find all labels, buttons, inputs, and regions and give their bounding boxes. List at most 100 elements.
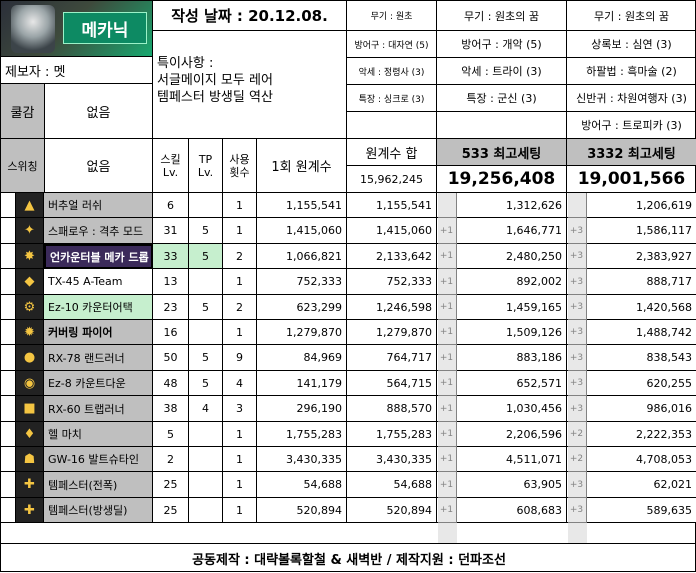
- row-gutter: [1, 244, 16, 269]
- cell-lv: 48: [153, 371, 189, 396]
- set533-total: 19,256,408: [437, 166, 567, 193]
- cell-v1: 1,030,456: [457, 396, 567, 422]
- cell-v1: 1,509,126: [457, 320, 567, 345]
- gear-1-accessory: 악세 : 정령사 (3): [347, 58, 437, 85]
- notes-box: 특이사항 : 서글메이지 모두 레어 템페스터 방생딜 역산: [153, 31, 347, 139]
- skill-name: RX-78 랜드러너: [44, 345, 153, 371]
- cell-p1: +1: [437, 345, 457, 371]
- cell-total: 764,717: [347, 345, 437, 371]
- cell-once: 1,415,060: [257, 218, 347, 244]
- cell-total: 1,155,541: [347, 193, 437, 218]
- cell-once: 3,430,335: [257, 447, 347, 472]
- cell-p1: +1: [437, 396, 457, 422]
- cell-v1: 652,571: [457, 371, 567, 396]
- tempester-release-icon: ✚: [16, 498, 44, 523]
- trap-runner-icon: ■: [16, 396, 44, 422]
- cell-lv: 5: [153, 422, 189, 447]
- cell-lv: 25: [153, 472, 189, 498]
- header-skill-lv: 스킬 Lv.: [153, 139, 189, 193]
- cell-p1: +1: [437, 472, 457, 498]
- skill-name: 템페스터(전폭): [44, 472, 153, 498]
- tempester-icon: ✚: [16, 472, 44, 498]
- cell-once: 54,688: [257, 472, 347, 498]
- cell-v1: 608,683: [457, 498, 567, 523]
- cell-once: 141,179: [257, 371, 347, 396]
- cell-lv: 2: [153, 447, 189, 472]
- switching-label: 스위칭: [1, 139, 45, 193]
- gear-3-upper: 상록보 : 심연 (3): [567, 31, 696, 58]
- cell-uses: 1: [223, 320, 257, 345]
- row-gutter: [1, 345, 16, 371]
- gear-2-accessory: 악세 : 트라이 (3): [437, 58, 567, 85]
- gear-1-special: 특장 : 싱크로 (3): [347, 85, 437, 112]
- cell-v2: 589,635: [587, 498, 696, 523]
- skill-name: Ez-10 카운터어택: [44, 295, 153, 320]
- cell-once: 752,333: [257, 269, 347, 295]
- cell-v2: 2,222,353: [587, 422, 696, 447]
- row-gutter: [1, 396, 16, 422]
- cell-tp: [189, 472, 223, 498]
- gear-2-armor: 방어구 : 개악 (5): [437, 31, 567, 58]
- cell-once: 520,894: [257, 498, 347, 523]
- cell-total: 520,894: [347, 498, 437, 523]
- cooldown-label: 쿨감: [1, 84, 45, 139]
- cell-p1: +1: [437, 269, 457, 295]
- a-team-icon: ◆: [16, 269, 44, 295]
- cell-p1: +1: [437, 295, 457, 320]
- cell-p2: +3: [567, 295, 587, 320]
- cell-total: 1,755,283: [347, 422, 437, 447]
- cell-uses: 1: [223, 269, 257, 295]
- cell-total: 1,246,598: [347, 295, 437, 320]
- cell-p2: +2: [567, 422, 587, 447]
- header-base-total: 원계수 합: [347, 139, 437, 166]
- cell-p1: [437, 193, 457, 218]
- cell-tp: 5: [189, 218, 223, 244]
- base-total-sum: 15,962,245: [347, 166, 437, 193]
- row-gutter: [1, 295, 16, 320]
- row-gutter: [1, 498, 16, 523]
- cell-p2: +3: [567, 320, 587, 345]
- cell-lv: 25: [153, 498, 189, 523]
- cell-v1: 4,511,071: [457, 447, 567, 472]
- cell-p2: +3: [567, 498, 587, 523]
- skill-name: 언카운터블 메카 드롭: [44, 244, 153, 269]
- cell-once: 1,155,541: [257, 193, 347, 218]
- gear-2-empty: [437, 112, 567, 139]
- cell-tp: 5: [189, 371, 223, 396]
- set3332-total: 19,001,566: [567, 166, 696, 193]
- cell-v2: 620,255: [587, 371, 696, 396]
- cell-once: 1,279,870: [257, 320, 347, 345]
- cell-once: 1,755,283: [257, 422, 347, 447]
- cell-total: 2,133,642: [347, 244, 437, 269]
- row-gutter: [1, 193, 16, 218]
- switching-value: 없음: [45, 139, 153, 193]
- cell-uses: 9: [223, 345, 257, 371]
- skill-name: 템페스터(방생딜): [44, 498, 153, 523]
- cell-total: 54,688: [347, 472, 437, 498]
- cell-uses: 4: [223, 371, 257, 396]
- cell-tp: [189, 447, 223, 472]
- cell-p1: +1: [437, 320, 457, 345]
- cell-p1: +1: [437, 498, 457, 523]
- cell-v1: 1,312,626: [457, 193, 567, 218]
- cell-lv: 13: [153, 269, 189, 295]
- cell-tp: [189, 422, 223, 447]
- cell-once: 296,190: [257, 396, 347, 422]
- character-portrait-icon: [11, 5, 55, 53]
- cell-v1: 892,002: [457, 269, 567, 295]
- cell-lv: 38: [153, 396, 189, 422]
- cell-tp: 5: [189, 295, 223, 320]
- cell-tp: [189, 193, 223, 218]
- gear-1-armor: 방어구 : 대자연 (5): [347, 31, 437, 58]
- cell-v1: 1,646,771: [457, 218, 567, 244]
- countdown-icon: ◉: [16, 371, 44, 396]
- cell-p1: +1: [437, 244, 457, 269]
- gear-1-weapon: 무기 : 원초: [347, 1, 437, 31]
- cell-uses: 1: [223, 472, 257, 498]
- cell-p2: [567, 193, 587, 218]
- cell-p2: +3: [567, 345, 587, 371]
- cell-p2: +3: [567, 244, 587, 269]
- cell-v2: 986,016: [587, 396, 696, 422]
- gear-1-empty: [347, 112, 437, 139]
